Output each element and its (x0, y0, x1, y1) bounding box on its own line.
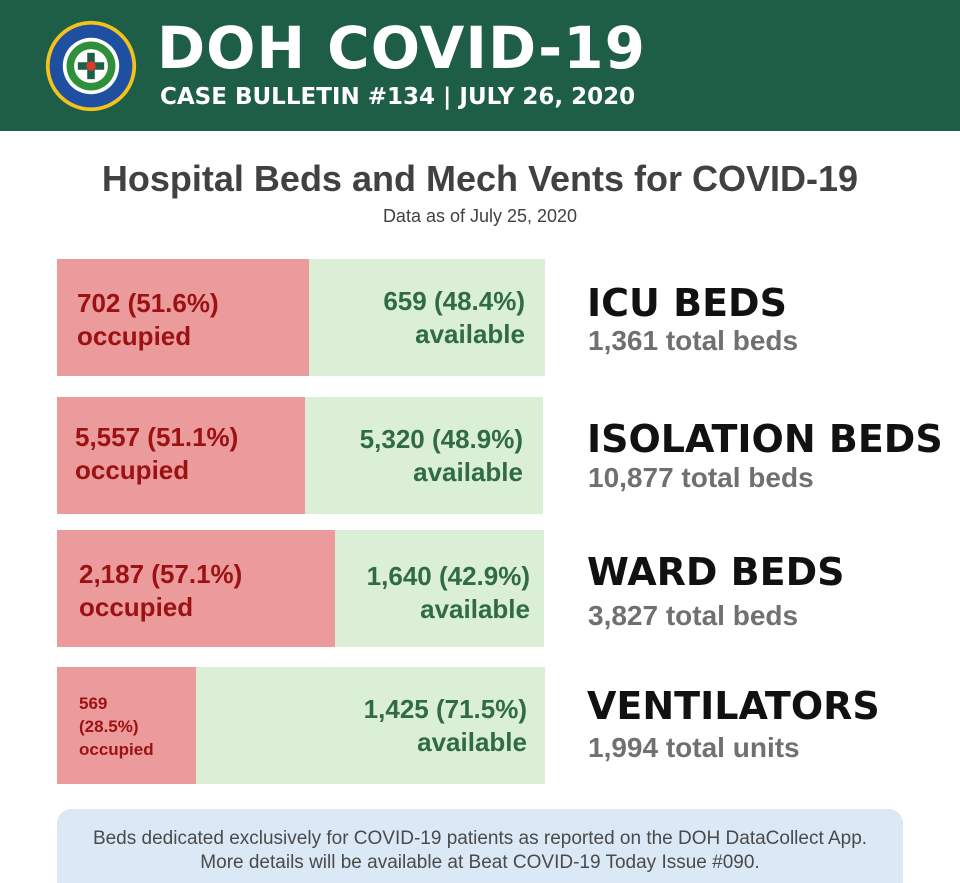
occupied-label-ventilators: 569 (28.5%) occupied (79, 692, 154, 761)
occupied-value-ward: 2,187 (57.1%) (79, 559, 243, 589)
total-ward: 3,827 total beds (588, 600, 799, 631)
occupied-word-icu: occupied (77, 321, 192, 351)
occupied-label-isolation: 5,557 (51.1%) occupied (75, 421, 238, 487)
available-value-icu: 659 (48.4%) (383, 286, 525, 316)
chart-subtitle: Data as of July 25, 2020 (382, 206, 578, 226)
category-isolation: ISOLATION BEDS (587, 417, 943, 461)
total-icu: 1,361 total beds (588, 325, 799, 356)
occupied-word-ventilators: occupied (79, 740, 154, 759)
available-label-ward: 1,640 (42.9%) available (367, 560, 530, 626)
occupied-percent-ventilators: (28.5%) (79, 717, 139, 736)
occupied-value-isolation: 5,557 (51.1%) (75, 422, 239, 452)
footnote-box: Beds dedicated exclusively for COVID-19 … (57, 809, 903, 883)
header-title: DOH COVID-19 (157, 14, 646, 82)
chart-title: Hospital Beds and Mech Vents for COVID-1… (101, 158, 859, 199)
bar-icu: 702 (51.6%) occupied 659 (48.4%) availab… (57, 259, 545, 376)
total-ventilators: 1,994 total units (588, 732, 800, 763)
bar-ventilators: 569 (28.5%) occupied 1,425 (71.5%) avail… (57, 667, 545, 784)
footnote-line-1: Beds dedicated exclusively for COVID-19 … (92, 828, 868, 849)
available-word-ward: available (420, 594, 530, 624)
available-label-icu: 659 (48.4%) available (383, 285, 525, 351)
footnote-line-2: More details will be available at Beat C… (200, 852, 760, 873)
available-value-isolation: 5,320 (48.9%) (359, 424, 523, 454)
bar-ward: 2,187 (57.1%) occupied 1,640 (42.9%) ava… (57, 530, 544, 647)
occupied-label-icu: 702 (51.6%) occupied (77, 287, 219, 353)
bar-occupied-isolation (57, 397, 306, 514)
bar-occupied-ward (57, 530, 336, 647)
occupied-value-icu: 702 (51.6%) (77, 288, 219, 318)
available-word-isolation: available (413, 457, 523, 487)
total-isolation: 10,877 total beds (588, 462, 814, 493)
occupied-word-isolation: occupied (75, 455, 190, 485)
category-ventilators: VENTILATORS (587, 684, 880, 728)
occupied-word-ward: occupied (79, 592, 194, 622)
available-word-icu: available (415, 319, 525, 349)
available-label-isolation: 5,320 (48.9%) available (360, 423, 523, 489)
occupied-label-ward: 2,187 (57.1%) occupied (79, 558, 242, 624)
available-label-ventilators: 1,425 (71.5%) available (364, 693, 527, 759)
bulletin-subtitle: CASE BULLETIN #134 | JULY 26, 2020 (160, 84, 636, 110)
available-value-ward: 1,640 (42.9%) (366, 561, 530, 591)
category-ward: WARD BEDS (587, 550, 845, 594)
occupied-value-ventilators: 569 (79, 694, 108, 713)
category-icu: ICU BEDS (587, 281, 787, 325)
header-banner: DOH COVID-19 CASE BULLETIN #134 | JULY 2… (0, 0, 960, 131)
doh-seal-logo (45, 20, 137, 112)
available-value-ventilators: 1,425 (71.5%) (363, 694, 527, 724)
available-word-ventilators: available (417, 727, 527, 757)
bar-isolation: 5,557 (51.1%) occupied 5,320 (48.9%) ava… (57, 397, 543, 514)
bar-occupied-ventilators (57, 667, 197, 784)
bar-occupied-icu (57, 259, 309, 376)
